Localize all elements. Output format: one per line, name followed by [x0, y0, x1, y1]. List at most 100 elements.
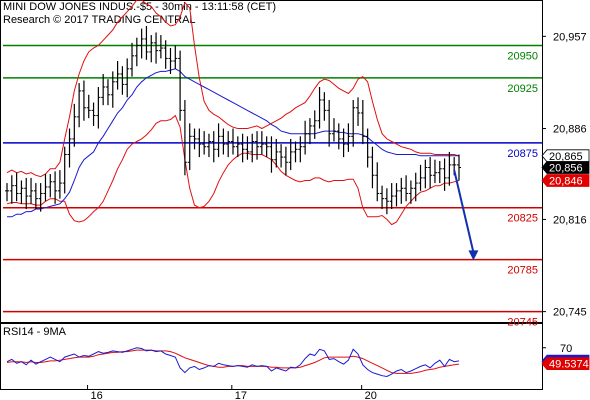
price-bar [139, 28, 144, 59]
price-bar [418, 164, 423, 191]
price-bar [202, 131, 207, 155]
price-bar [206, 133, 211, 158]
price-bar [38, 183, 43, 212]
price-bar [245, 136, 250, 160]
level-label-20745: 20745 [507, 317, 538, 329]
rsi-panel-frame [0, 323, 543, 390]
price-bar [77, 83, 82, 128]
price-bar [250, 133, 255, 163]
projection-arrow-shaft [453, 169, 475, 253]
price-bar [356, 97, 361, 126]
price-bar [19, 180, 24, 204]
chart-title: MINI DOW JONES INDUS.-$5 - 30min - 13:11… [3, 1, 277, 13]
price-bar [327, 99, 332, 147]
price-bar [163, 40, 168, 69]
rsi-tag-49-5374-bg [541, 357, 590, 371]
price-bar [432, 159, 437, 184]
price-bar [5, 183, 9, 202]
price-bar [389, 183, 394, 210]
price-bar [168, 48, 173, 75]
price-bar [53, 171, 58, 204]
price-bar [384, 188, 389, 215]
price-bar [312, 110, 317, 139]
price-bar [43, 173, 48, 202]
price-bar [110, 71, 115, 108]
rsi-panel-label: RSI14 - 9MA [3, 326, 66, 338]
price-bar [303, 120, 308, 155]
price-bar [394, 183, 399, 207]
price-bar [96, 86, 101, 129]
rsi-line [6, 347, 460, 378]
date-axis-label: 20 [365, 390, 377, 400]
rsi-ma-line [6, 349, 460, 374]
price-bars [5, 25, 461, 215]
price-bar [154, 32, 159, 64]
price-bar [365, 128, 370, 168]
price-bar [457, 154, 461, 181]
price-bar [442, 158, 447, 191]
price-bar [81, 80, 86, 121]
price-bar [293, 141, 298, 163]
price-bar [346, 123, 351, 152]
price-bar [24, 177, 29, 210]
price-bar [221, 128, 226, 155]
price-bar [178, 50, 183, 121]
price-bar [360, 99, 365, 145]
price-bar [279, 144, 284, 168]
price-axis-label: 20,816 [553, 214, 587, 226]
price-bar [57, 170, 62, 199]
price-bar [62, 146, 67, 194]
price-bar [173, 45, 178, 69]
level-label-20875: 20875 [507, 148, 538, 160]
price-bar [322, 92, 327, 121]
price-bar [144, 25, 149, 60]
price-bar [91, 102, 96, 126]
price-bar [86, 94, 91, 119]
projection-arrow-head [468, 250, 479, 261]
price-bar [375, 162, 380, 202]
price-bar [370, 146, 375, 189]
rsi-axis-label: 70 [560, 343, 572, 355]
level-label-20950: 20950 [507, 50, 538, 62]
price-bar [404, 175, 409, 202]
price-bar [105, 79, 110, 106]
price-bar [288, 138, 293, 171]
price-tag-20865-bg [541, 149, 590, 163]
price-bar [437, 161, 442, 184]
date-axis-label: 17 [235, 390, 247, 400]
price-bar [14, 172, 19, 202]
price-bar [48, 173, 53, 198]
price-bar [428, 157, 433, 189]
price-bar [216, 123, 221, 158]
level-label-20925: 20925 [507, 83, 538, 95]
price-bar [120, 66, 125, 95]
price-bar [341, 128, 346, 158]
price-tag-20846-bg [541, 174, 590, 187]
price-bar [274, 138, 279, 168]
price-axis-label: 20,886 [553, 124, 587, 136]
price-tag-20856-bg [541, 161, 590, 174]
price-tag-20865: 20,865 [549, 151, 583, 163]
price-bar [240, 133, 245, 163]
price-bar [317, 86, 322, 129]
price-bar [182, 99, 187, 176]
price-panel-frame [0, 0, 543, 323]
price-bar [29, 177, 34, 204]
price-bar [134, 37, 139, 67]
price-bar [197, 128, 202, 158]
price-bar [231, 128, 235, 155]
price-bar [9, 175, 14, 204]
price-bar [298, 136, 303, 163]
price-bar [336, 123, 341, 150]
price-bar [447, 151, 452, 186]
price-bar [259, 131, 264, 155]
price-bar [331, 118, 336, 142]
moving-average-line [7, 68, 459, 218]
bollinger-lower-line [6, 114, 460, 226]
price-bar [413, 172, 418, 202]
price-bar [115, 61, 120, 90]
price-bar [423, 159, 428, 189]
price-bar [255, 131, 260, 160]
price-bar [192, 128, 197, 150]
